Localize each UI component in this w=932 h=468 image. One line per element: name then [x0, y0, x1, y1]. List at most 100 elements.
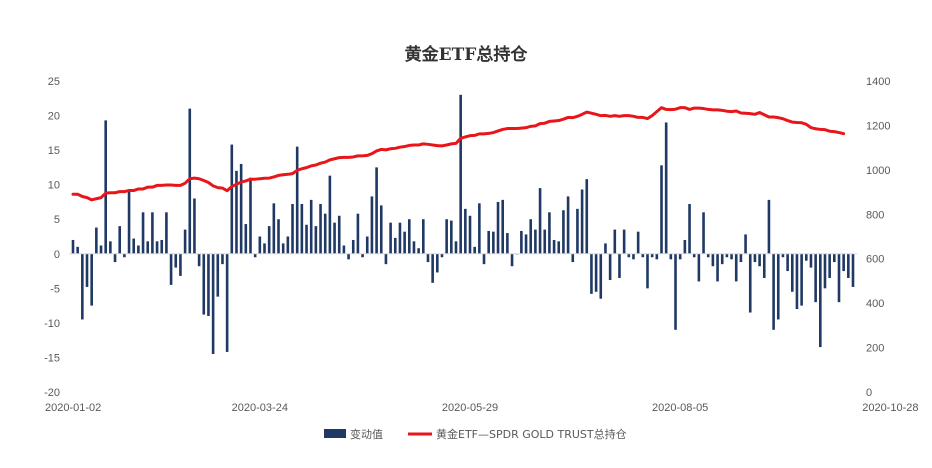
bar	[225, 253, 229, 352]
bar	[249, 177, 252, 254]
bar	[207, 253, 210, 316]
bar	[155, 241, 159, 254]
bar	[431, 253, 434, 283]
bar	[99, 245, 103, 254]
bar	[557, 241, 561, 254]
bar	[678, 253, 682, 260]
bar	[496, 201, 500, 254]
bar	[482, 253, 486, 265]
bar	[823, 253, 827, 289]
bar	[109, 241, 112, 254]
bar	[440, 253, 444, 258]
bar	[781, 253, 785, 258]
x-tick-label: 2020-05-29	[442, 402, 498, 414]
bar	[622, 229, 626, 254]
bar	[459, 94, 462, 254]
left-tick-label: -5	[50, 283, 60, 295]
bar	[436, 253, 439, 273]
bar	[272, 203, 276, 254]
bar	[188, 108, 192, 254]
bar	[104, 120, 107, 254]
bar	[277, 219, 280, 254]
bar	[795, 253, 799, 310]
bar	[216, 253, 220, 297]
bar	[674, 253, 677, 330]
bar	[244, 224, 248, 254]
right-axis-ticks: 1400 1200 1000 800 600 400 200 0	[866, 76, 890, 399]
bar	[594, 253, 598, 292]
bar	[790, 253, 794, 292]
bar	[753, 253, 757, 263]
bar	[697, 253, 701, 282]
left-tick-label: 20	[48, 111, 60, 123]
left-tick-label: 10	[48, 180, 60, 192]
bar	[258, 236, 262, 254]
left-tick-label: -10	[44, 318, 60, 330]
left-tick-label: 5	[54, 214, 60, 226]
bar	[478, 203, 481, 254]
bar	[828, 253, 831, 278]
bar	[319, 204, 322, 254]
bar	[851, 253, 855, 287]
bar	[160, 239, 164, 254]
bar	[468, 215, 472, 254]
bar	[361, 253, 364, 258]
left-tick-label: 0	[54, 249, 60, 261]
bar	[636, 231, 640, 254]
right-tick-label: 1200	[866, 120, 890, 132]
bar	[113, 253, 117, 263]
bar	[618, 253, 621, 278]
bar	[767, 199, 771, 254]
bar	[716, 253, 719, 282]
legend-label-line: 黄金ETF—SPDR GOLD TRUST总持仓	[436, 427, 627, 441]
bar	[646, 253, 649, 289]
bar	[263, 243, 266, 254]
bar	[314, 226, 318, 254]
bar	[492, 231, 495, 254]
bar	[786, 253, 789, 272]
bar	[804, 253, 808, 261]
x-tick-label: 2020-01-02	[45, 402, 101, 414]
bar	[566, 196, 570, 254]
bar	[295, 146, 299, 254]
bar	[510, 253, 514, 267]
bar	[137, 245, 140, 254]
bar	[772, 253, 775, 330]
bar	[445, 219, 448, 254]
bar	[141, 212, 145, 254]
bar	[81, 253, 84, 320]
bar	[501, 199, 504, 254]
bar	[132, 238, 136, 254]
bar	[692, 253, 696, 258]
bar	[734, 253, 738, 282]
bar	[669, 253, 673, 260]
bar	[291, 204, 294, 254]
bar	[571, 253, 575, 263]
bar	[739, 253, 743, 263]
bar	[552, 239, 556, 254]
bar	[384, 253, 388, 265]
bar	[305, 224, 308, 254]
bar	[127, 190, 131, 254]
bar	[426, 253, 430, 263]
bar	[744, 234, 747, 254]
bar	[454, 241, 458, 254]
right-tick-label: 0	[866, 387, 872, 399]
bar	[520, 230, 523, 254]
bar	[660, 165, 663, 254]
bar	[814, 253, 817, 303]
right-tick-label: 1000	[866, 165, 890, 177]
bar	[576, 208, 579, 254]
chart-title: 黄金ETF总持仓	[404, 45, 528, 65]
bar	[473, 246, 476, 254]
left-tick-label: -20	[44, 387, 60, 399]
bar	[169, 253, 173, 285]
bar	[524, 234, 528, 254]
bar	[179, 253, 182, 276]
right-tick-label: 600	[866, 254, 884, 266]
left-axis-ticks: 25 20 15 10 5 0 -5 -10 -15 -20	[44, 76, 60, 399]
bar	[748, 253, 752, 313]
bar	[604, 243, 607, 254]
right-tick-label: 1400	[866, 76, 890, 88]
